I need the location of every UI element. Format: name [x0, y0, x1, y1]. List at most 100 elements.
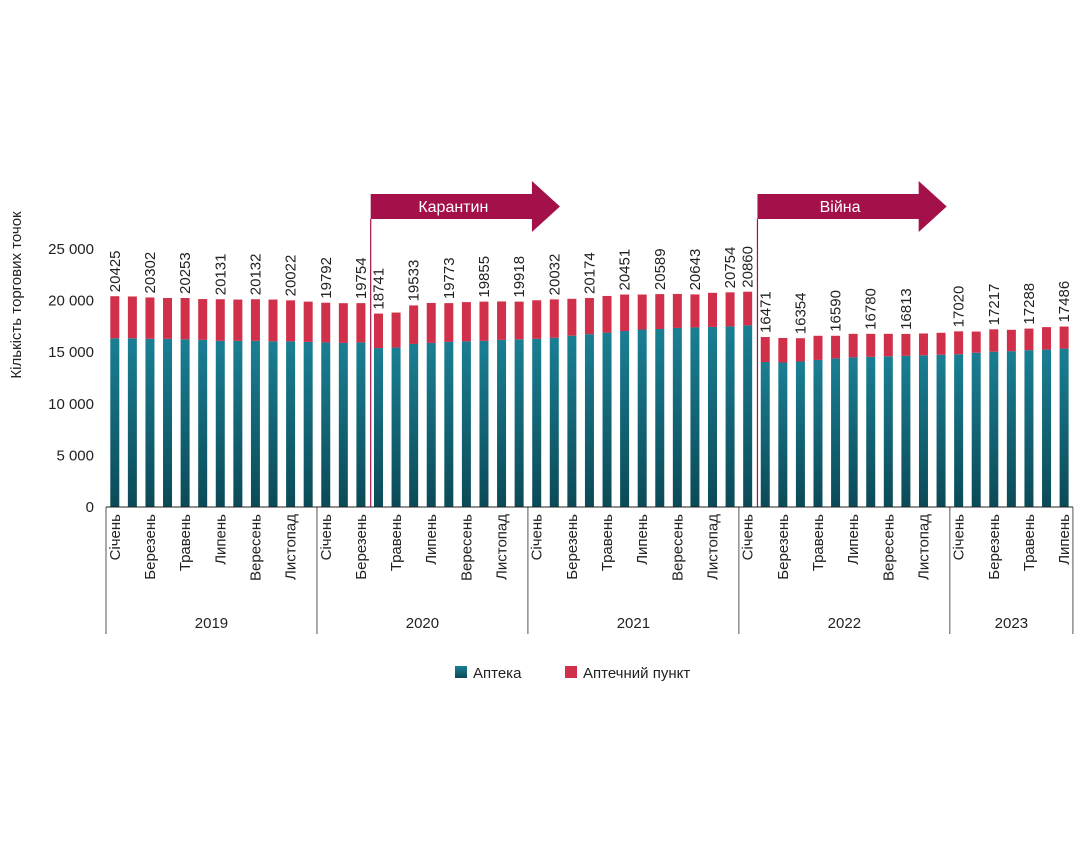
month-label: Листопад [494, 514, 511, 580]
total-label: 20425 [107, 250, 124, 292]
bar-apteka [532, 338, 542, 507]
bar-apteka [250, 340, 260, 507]
month-label: Січень [529, 514, 546, 561]
bar-punkt [936, 332, 946, 355]
bar-apteka [813, 359, 823, 507]
month-label: Березень [986, 514, 1003, 580]
total-label: 16590 [828, 290, 845, 332]
bar-punkt [795, 338, 805, 362]
bar-apteka [497, 339, 507, 507]
legend-label: Аптека [473, 665, 522, 682]
year-label: 2020 [406, 615, 439, 632]
year-label: 2019 [195, 615, 228, 632]
total-label: 19754 [353, 257, 370, 299]
bar-apteka [936, 354, 946, 507]
bar-punkt [409, 305, 419, 344]
month-label: Травень [177, 514, 194, 571]
bar-apteka [198, 339, 208, 507]
bar-apteka [215, 340, 225, 507]
month-label: Травень [1021, 514, 1038, 571]
annotation-label: Карантин [418, 199, 488, 216]
bar-apteka [145, 338, 155, 507]
bar-punkt [901, 333, 911, 356]
bar-apteka [110, 338, 120, 507]
bar-apteka [848, 357, 858, 507]
y-tick-label: 25 000 [48, 241, 94, 258]
month-label: Липень [212, 514, 229, 565]
bar-punkt [567, 298, 577, 336]
bar-punkt [532, 300, 542, 339]
y-tick-label: 0 [86, 499, 94, 516]
bar-punkt [725, 292, 735, 327]
bar-apteka [391, 347, 401, 507]
month-label: Липень [1056, 514, 1073, 565]
total-labels: 20425 20302 20253 20131 20132 20022 19792 19754… [107, 246, 1073, 334]
bar-punkt [356, 303, 366, 343]
bar-punkt [584, 298, 594, 335]
bar-apteka [426, 342, 436, 507]
total-label: 19773 [441, 257, 458, 299]
legend-label: Аптечний пункт [583, 665, 690, 682]
bar-punkt [1042, 327, 1052, 350]
bar-punkt [831, 335, 841, 359]
bar-apteka [866, 356, 876, 507]
bar-punkt [268, 299, 278, 342]
bar-punkt [391, 312, 401, 348]
bar-apteka [725, 326, 735, 507]
month-label: Липень [634, 514, 651, 565]
legend: Аптека Аптечний пункт [455, 665, 690, 682]
month-label: Травень [388, 514, 405, 571]
total-label: 16354 [792, 293, 809, 335]
bar-apteka [356, 342, 366, 507]
bar-punkt [954, 331, 964, 355]
bar-punkt [479, 301, 489, 341]
bar-punkt [918, 333, 928, 356]
month-label: Липень [845, 514, 862, 565]
bar-punkt [303, 301, 313, 342]
bar-punkt [743, 291, 753, 326]
bar-apteka [127, 338, 137, 507]
y-axis-title: Кількість торгових точок [8, 211, 25, 379]
bar-punkt [145, 297, 155, 339]
bar-apteka [567, 335, 577, 507]
bar-punkt [127, 296, 137, 339]
bar-apteka [461, 341, 471, 507]
y-tick-label: 20 000 [48, 293, 94, 310]
bar-punkt [321, 302, 331, 343]
bar-apteka [373, 348, 383, 507]
total-label: 20131 [212, 254, 229, 296]
bar-punkt [778, 337, 788, 363]
bar-punkt [1006, 329, 1016, 352]
total-label: 20302 [142, 252, 159, 294]
bar-punkt [497, 301, 507, 340]
bar-apteka [549, 337, 559, 507]
bar-apteka [444, 341, 454, 507]
month-label: Вересень [669, 514, 686, 581]
bar-apteka [743, 325, 753, 507]
annotation-label: Війна [820, 199, 861, 216]
bar-apteka [1059, 348, 1069, 507]
legend-swatch [565, 666, 577, 678]
total-label: 17020 [951, 286, 968, 328]
x-axis: Січень Березень Травень Липень Вересень Листо… [105, 506, 1074, 634]
bar-apteka [602, 332, 612, 507]
bar-punkt [760, 337, 770, 363]
bar-apteka [233, 340, 243, 507]
bar-punkt [373, 313, 383, 349]
month-label: Січень [740, 514, 757, 561]
month-label: Березень [775, 514, 792, 580]
bar-apteka [954, 354, 964, 507]
month-label: Листопад [705, 514, 722, 580]
bar-apteka [1042, 349, 1052, 507]
bar-apteka [338, 342, 348, 507]
bar-apteka [778, 362, 788, 507]
bar-punkt [637, 294, 647, 330]
bar-punkt [672, 293, 682, 328]
bar-punkt [655, 294, 665, 329]
bar-apteka [286, 341, 296, 507]
bar-punkt [690, 294, 700, 328]
total-label: 20860 [740, 246, 757, 288]
bar-apteka [989, 351, 999, 507]
bar-punkt [163, 298, 173, 339]
